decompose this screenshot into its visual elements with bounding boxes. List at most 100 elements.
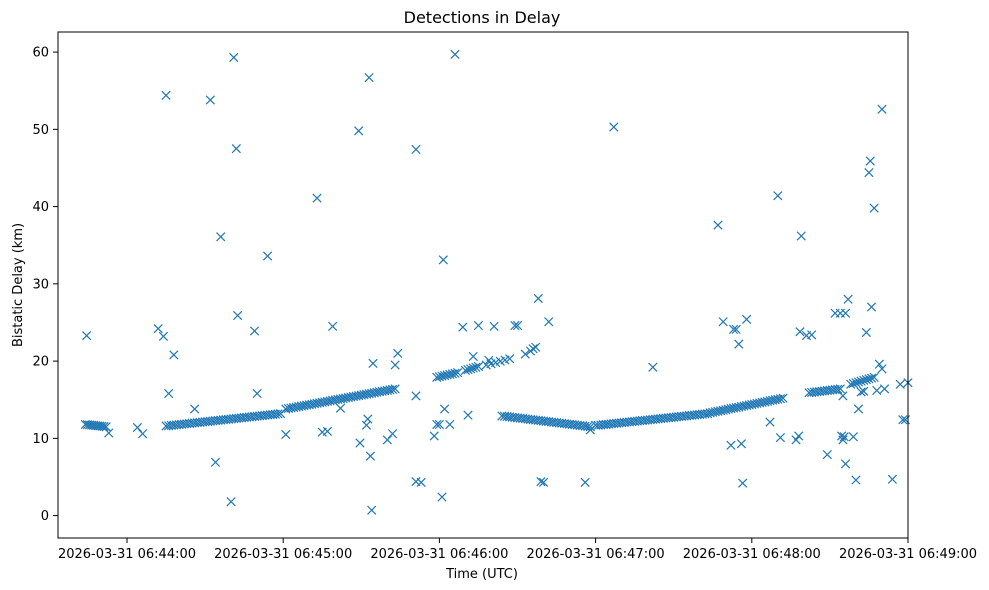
y-tick-label: 0 [41,509,49,524]
data-point [273,409,283,419]
data-point [231,144,241,154]
data-point [872,385,882,396]
y-tick-label: 30 [32,277,49,292]
data-point [355,438,365,448]
data-point [466,364,476,374]
data-point [859,386,869,396]
data-point [99,421,109,432]
data-point [846,379,856,389]
data-point [473,361,484,372]
x-tick-label: 2026-03-31 06:47:00 [527,547,665,562]
data-point [437,492,447,502]
data-point [365,451,376,461]
y-tick-label: 10 [32,432,49,447]
chart-title: Detections in Delay [404,8,561,27]
data-point [778,393,788,403]
data-point [210,457,221,467]
data-point [249,326,260,336]
data-point [335,403,346,413]
data-point [536,476,546,487]
x-tick-label: 2026-03-31 06:44:00 [58,547,196,562]
data-point [164,388,174,399]
data-point [132,422,143,433]
data-point [468,363,478,373]
x-tick-label: 2026-03-31 06:45:00 [214,547,352,562]
data-point [445,419,455,430]
data-point [252,388,262,399]
data-point [520,349,530,359]
data-point [773,191,783,201]
y-tick-label: 40 [32,200,49,215]
data-point [281,429,291,440]
x-tick-label: 2026-03-31 06:48:00 [683,547,821,562]
data-point [853,377,864,387]
data-point [432,419,442,430]
data-point [411,391,421,401]
data-point [856,376,866,386]
data-point [416,477,426,488]
data-point [438,255,448,265]
data-point [775,394,786,404]
axes: 2026-03-31 06:44:00 2026-03-31 06:45:00 20… [32,31,977,562]
data-point [791,435,801,445]
data-point [463,410,473,420]
data-point [393,348,403,358]
data-point [328,321,338,331]
data-point [364,72,374,83]
data-point [226,497,236,507]
data-point [702,408,713,419]
data-point [411,144,421,155]
data-point [97,421,107,431]
data-point [468,351,478,362]
data-point [382,435,392,445]
data-point [429,431,439,441]
x-tick-label: 2026-03-31 06:49:00 [839,547,977,562]
data-point [736,439,747,449]
data-point [840,459,851,469]
data-point [585,422,596,432]
data-point [458,322,468,332]
data-point [731,324,741,335]
plot-area [58,32,908,538]
data-point [354,126,364,136]
data-point [533,293,543,304]
data-point [363,414,373,424]
data-point [505,354,515,364]
data-point [101,422,111,432]
data-point [229,52,239,63]
x-axis-title: Time (UTC) [445,567,518,582]
data-point [795,327,805,337]
data-point [648,362,658,372]
y-tick-label: 60 [32,46,49,61]
data-point [843,294,853,304]
data-point [233,310,243,321]
data-point [387,384,398,395]
data-point [839,432,849,442]
data-point [833,384,843,394]
data-point [153,324,163,334]
data-point [158,331,169,341]
data-point [874,359,884,369]
data-point [726,440,736,450]
data-point [822,449,832,460]
plot-background [58,32,908,538]
data-point [312,193,322,203]
data-point [851,475,861,485]
data-point [473,320,484,331]
data-point [512,320,523,331]
data-point [765,417,775,427]
data-point [794,431,804,441]
data-point [262,251,273,261]
data-point [848,378,858,389]
data-point [528,344,538,354]
axes-frame [57,31,909,539]
data-point [741,314,752,325]
data-point [840,308,851,318]
data-point [856,387,866,397]
data-point [538,477,549,488]
data-point [895,379,905,389]
data-point [434,419,445,430]
data-point [796,231,806,241]
data-point [866,302,877,312]
data-point [439,404,450,414]
